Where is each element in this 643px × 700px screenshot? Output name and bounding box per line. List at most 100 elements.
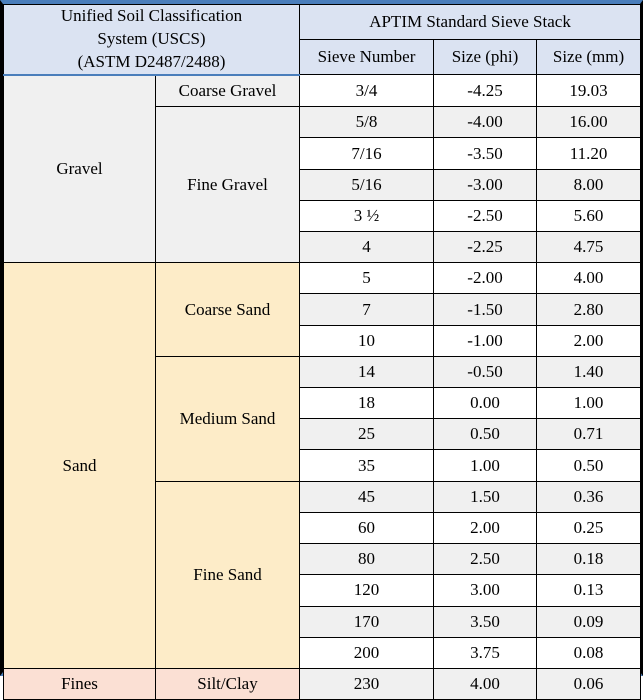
cell-size-phi: -1.00 bbox=[433, 324, 538, 357]
header-uscs-line-2: System (USCS) bbox=[97, 28, 206, 48]
cell-sieve-number: 4 bbox=[299, 231, 435, 264]
cell-sieve-number: 5/8 bbox=[299, 106, 435, 139]
subcategory-cell-coarse-gravel: Coarse Gravel bbox=[154, 74, 301, 108]
table-body: Gravel Coarse Gravel 3/4 -4.25 19.03 Fin… bbox=[3, 74, 642, 700]
table-row: 170 3.50 0.09 bbox=[4, 605, 642, 638]
table-row: Fines Silt/Clay 230 4.00 0.06 bbox=[3, 667, 642, 700]
cell-sieve-number: 5 bbox=[299, 262, 435, 295]
cell-size-mm: 4.75 bbox=[536, 231, 642, 264]
cell-size-mm: 19.03 bbox=[536, 74, 642, 108]
cell-sieve-number: 80 bbox=[299, 543, 435, 576]
table-row: 3 ½ -2.50 5.60 bbox=[4, 199, 642, 233]
cell-size-mm: 2.00 bbox=[536, 324, 642, 357]
cell-size-mm: 0.13 bbox=[536, 574, 642, 607]
table-row: 10 -1.00 2.00 bbox=[4, 324, 642, 357]
cell-size-phi: -3.00 bbox=[433, 168, 538, 201]
cell-sieve-number: 45 bbox=[299, 480, 435, 513]
subcategory-cell-silt-clay: Silt/Clay bbox=[154, 667, 301, 700]
cell-size-mm: 0.09 bbox=[536, 605, 642, 638]
category-cell-gravel: Gravel bbox=[3, 74, 156, 264]
cell-sieve-number: 14 bbox=[299, 355, 435, 389]
table-header: Unified Soil Classification System (USCS… bbox=[2, 3, 642, 76]
cell-size-phi: 3.50 bbox=[433, 605, 538, 638]
table-row: 25 0.50 0.71 bbox=[4, 418, 642, 451]
cell-sieve-number: 170 bbox=[299, 605, 435, 638]
cell-size-phi: 1.00 bbox=[433, 449, 538, 482]
cell-sieve-number: 230 bbox=[299, 667, 435, 700]
cell-size-phi: -0.50 bbox=[433, 355, 538, 389]
header-uscs-line-3: (ASTM D2487/2488) bbox=[77, 51, 226, 71]
table-row: 200 3.75 0.08 bbox=[4, 636, 642, 669]
cell-sieve-number: 5/16 bbox=[299, 168, 435, 201]
cell-size-mm: 16.00 bbox=[536, 106, 642, 139]
table-row: 18 0.00 1.00 bbox=[4, 387, 642, 420]
cell-size-phi: -1.50 bbox=[433, 293, 538, 326]
cell-size-phi: -3.50 bbox=[433, 137, 538, 170]
table-row: Fine Sand 45 1.50 0.36 bbox=[4, 480, 642, 669]
header-uscs-title: Unified Soil Classification System (USCS… bbox=[2, 3, 301, 76]
cell-size-mm: 8.00 bbox=[536, 168, 642, 201]
category-cell-fines: Fines bbox=[3, 667, 156, 700]
header-uscs-line-1: Unified Soil Classification bbox=[60, 6, 243, 25]
cell-size-mm: 2.80 bbox=[536, 293, 642, 326]
table-row: 5/16 -3.00 8.00 bbox=[4, 168, 642, 201]
cell-size-mm: 11.20 bbox=[536, 137, 642, 170]
table-row: 35 1.00 0.50 bbox=[4, 449, 642, 482]
cell-sieve-number: 200 bbox=[299, 636, 435, 669]
cell-size-phi: -4.25 bbox=[433, 74, 538, 108]
cell-size-mm: 0.06 bbox=[536, 667, 642, 700]
column-header-size-phi: Size (phi) bbox=[433, 39, 538, 76]
subcategory-cell-medium-sand: Medium Sand bbox=[154, 355, 301, 482]
table-row: 80 2.50 0.18 bbox=[4, 543, 642, 576]
cell-size-mm: 0.50 bbox=[536, 449, 642, 482]
table-row: 7 -1.50 2.80 bbox=[4, 293, 642, 326]
cell-size-phi: 0.50 bbox=[433, 418, 538, 451]
cell-sieve-number: 3 ½ bbox=[299, 199, 435, 233]
cell-size-phi: 2.00 bbox=[433, 511, 538, 545]
column-header-sieve-number: Sieve Number bbox=[299, 39, 435, 76]
cell-size-phi: -2.50 bbox=[433, 199, 538, 233]
table-row: 120 3.00 0.13 bbox=[4, 574, 642, 607]
category-cell-sand: Sand bbox=[3, 262, 156, 669]
cell-sieve-number: 7 bbox=[299, 293, 435, 326]
table-row: Gravel Coarse Gravel 3/4 -4.25 19.03 bbox=[3, 74, 642, 264]
cell-size-phi: 3.75 bbox=[433, 636, 538, 669]
cell-sieve-number: 35 bbox=[299, 449, 435, 482]
header-row-sub: Sieve Number Size (phi) Size (mm) bbox=[4, 39, 642, 76]
cell-sieve-number: 18 bbox=[299, 387, 435, 420]
table-row: 7/16 -3.50 11.20 bbox=[4, 137, 642, 170]
table-row: Fine Gravel 5/8 -4.00 16.00 bbox=[4, 106, 642, 264]
cell-size-mm: 1.00 bbox=[536, 387, 642, 420]
cell-size-mm: 0.71 bbox=[536, 418, 642, 451]
cell-sieve-number: 7/16 bbox=[299, 137, 435, 170]
cell-size-phi: -2.25 bbox=[433, 231, 538, 264]
cell-size-phi: -2.00 bbox=[433, 262, 538, 295]
cell-size-mm: 4.00 bbox=[536, 262, 642, 295]
cell-size-mm: 5.60 bbox=[536, 199, 642, 233]
sieve-classification-table: Unified Soil Classification System (USCS… bbox=[2, 3, 642, 700]
cell-size-mm: 0.36 bbox=[536, 480, 642, 513]
cell-sieve-number: 60 bbox=[299, 511, 435, 545]
cell-size-mm: 1.40 bbox=[536, 355, 642, 389]
subcategory-cell-fine-gravel: Fine Gravel bbox=[154, 106, 301, 264]
cell-size-mm: 0.18 bbox=[536, 543, 642, 576]
subcategory-cell-coarse-sand: Coarse Sand bbox=[154, 262, 301, 357]
cell-sieve-number: 25 bbox=[299, 418, 435, 451]
cell-sieve-number: 120 bbox=[299, 574, 435, 607]
subcategory-cell-fine-sand: Fine Sand bbox=[154, 480, 301, 669]
cell-size-phi: 3.00 bbox=[433, 574, 538, 607]
column-header-size-mm: Size (mm) bbox=[536, 39, 642, 76]
header-row-top: Unified Soil Classification System (USCS… bbox=[2, 3, 642, 76]
header-aptim-title: APTIM Standard Sieve Stack bbox=[299, 3, 642, 41]
cell-sieve-number: 10 bbox=[299, 324, 435, 357]
table-row: Sand Coarse Sand 5 -2.00 4.00 bbox=[3, 262, 642, 669]
table-row: 60 2.00 0.25 bbox=[4, 511, 642, 545]
cell-size-phi: 4.00 bbox=[433, 667, 538, 700]
cell-size-phi: 2.50 bbox=[433, 543, 538, 576]
cell-size-phi: -4.00 bbox=[433, 106, 538, 139]
cell-size-mm: 0.08 bbox=[536, 636, 642, 669]
cell-sieve-number: 3/4 bbox=[299, 74, 435, 108]
cell-size-phi: 0.00 bbox=[433, 387, 538, 420]
cell-size-phi: 1.50 bbox=[433, 480, 538, 513]
